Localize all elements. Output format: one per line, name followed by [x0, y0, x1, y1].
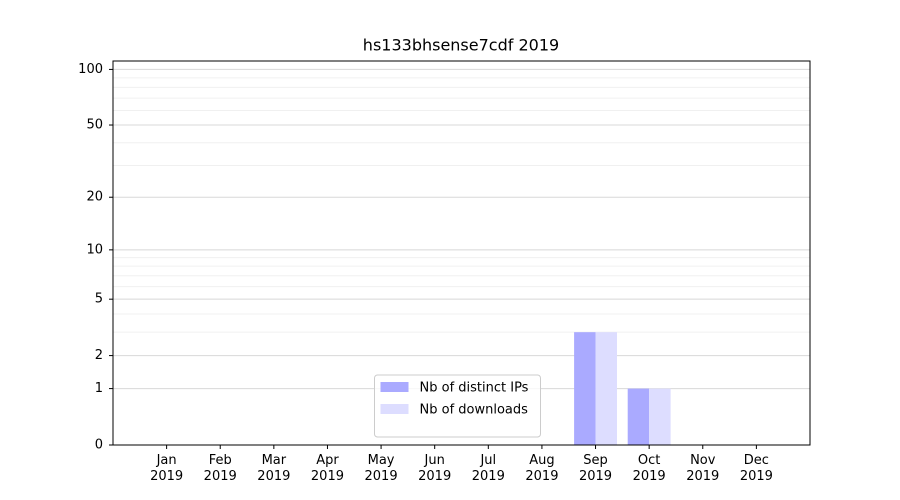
bar [627, 388, 650, 445]
bar [574, 332, 596, 445]
y-tick-label: 2 [95, 348, 103, 363]
legend-swatch [380, 404, 409, 414]
y-tick-label: 0 [95, 438, 103, 453]
bar [595, 332, 617, 445]
y-tick-label: 50 [86, 118, 103, 133]
x-tick-label: Aug 2019 [525, 453, 559, 484]
y-tick-label: 1 [95, 381, 103, 396]
y-tick-label: 5 [95, 292, 103, 307]
x-tick-label: Sep 2019 [578, 453, 613, 484]
bar [649, 388, 671, 445]
axes-frame [112, 60, 811, 446]
x-tick-label: Feb 2019 [203, 453, 237, 484]
legend-box [374, 374, 541, 438]
y-tick-label: 20 [86, 190, 103, 205]
legend-swatch [380, 382, 409, 392]
chart-title: hs133bhsense7cdf 2019 [363, 36, 559, 55]
x-tick-label: Jul 2019 [471, 453, 505, 484]
legend: Nb of distinct IPs Nb of downloads [374, 374, 541, 438]
x-tick-label: Jun 2019 [418, 453, 452, 484]
x-tick-label: Mar 2019 [257, 453, 291, 484]
x-tick-label: Jan 2019 [150, 453, 184, 484]
x-tick-label: Oct 2019 [632, 453, 666, 484]
legend-label: Nb of distinct IPs [420, 381, 529, 396]
legend-label: Nb of downloads [420, 403, 529, 418]
y-tick-label: 100 [78, 62, 103, 77]
y-tick-label: 10 [86, 242, 103, 257]
x-tick-label: Nov 2019 [686, 453, 720, 484]
x-tick-label: May 2019 [364, 453, 398, 484]
x-tick-label: Dec 2019 [739, 453, 773, 484]
x-tick-label: Apr 2019 [310, 453, 344, 484]
